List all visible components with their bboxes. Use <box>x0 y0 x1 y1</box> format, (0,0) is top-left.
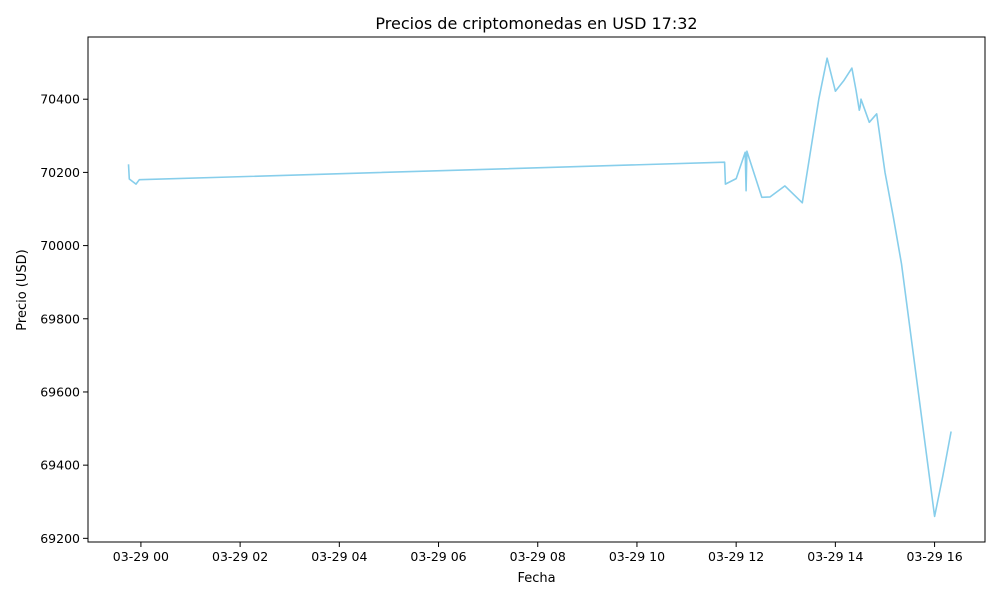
x-tick-label: 03-29 04 <box>311 549 367 564</box>
series-line-0 <box>127 57 952 518</box>
x-tick-label: 03-29 02 <box>212 549 268 564</box>
y-tick-label: 69800 <box>40 311 80 326</box>
x-tick-label: 03-29 14 <box>807 549 863 564</box>
y-tick-label: 70400 <box>40 92 80 107</box>
y-tick-label: 70200 <box>40 165 80 180</box>
x-tick-label: 03-29 12 <box>708 549 764 564</box>
x-tick-label: 03-29 08 <box>510 549 566 564</box>
chart-title: Precios de criptomonedas en USD 17:32 <box>375 14 697 33</box>
y-tick-label: 69600 <box>40 384 80 399</box>
y-axis-label: Precio (USD) <box>15 249 30 330</box>
x-tick-label: 03-29 06 <box>410 549 466 564</box>
y-axis-ticks: 69200 69400 69600 69800 70000 70200 70400 <box>40 92 88 546</box>
plot-frame <box>87 36 986 543</box>
x-tick-label: 03-29 10 <box>609 549 665 564</box>
x-axis-ticks: 03-29 00 03-29 02 03-29 04 03-29 06 03-29 08… <box>113 542 963 564</box>
x-tick-label: 03-29 16 <box>906 549 962 564</box>
y-tick-label: 70000 <box>40 238 80 253</box>
x-axis-label: Fecha <box>517 571 555 586</box>
plot-area <box>87 36 986 543</box>
x-tick-label: 03-29 00 <box>113 549 169 564</box>
y-tick-label: 69200 <box>40 531 80 546</box>
y-tick-label: 69400 <box>40 458 80 473</box>
